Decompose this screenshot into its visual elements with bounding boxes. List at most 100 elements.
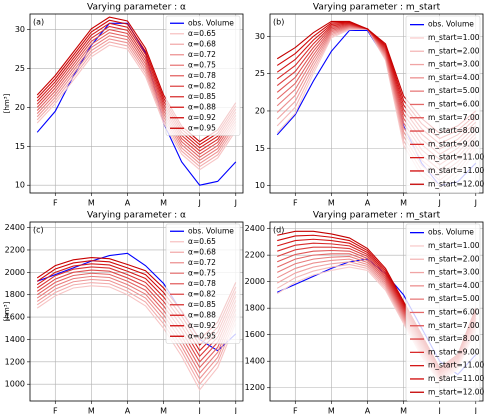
y-tick-label: 1600 [245,330,265,339]
y-tick-label: 2000 [245,277,265,286]
legend-label: α=0.65 [188,237,216,246]
x-tick-label: F [293,407,298,414]
y-tick-label: 2200 [245,251,265,260]
series-line [36,285,237,391]
legend-box [165,223,241,344]
legend-label: m_start=12.00 [428,179,485,188]
series-line [36,38,237,165]
legend-label: m_start=3.00 [428,268,480,277]
y-tick-label: 15 [255,144,265,153]
series-line [36,44,237,171]
x-tick-label: J [234,407,237,414]
legend-label: α=0.65 [188,29,216,38]
axes-title: Varying parameter : α [87,211,186,221]
x-tick-label: A [365,199,371,208]
legend-label: m_start=2.00 [428,254,480,263]
y-tick-label: 20 [255,106,265,115]
x-tick-label: J [234,199,237,208]
legend-label: m_start=4.00 [428,73,480,82]
axes-title: Varying parameter : m_start [313,211,441,221]
y-tick-label: 1200 [245,383,265,392]
legend-label: m_start=8.00 [428,334,480,343]
legend-label: m_start=2.00 [428,46,480,55]
legend-label: m_start=7.00 [428,113,480,122]
legend-label: m_start=3.00 [428,60,480,69]
legend-box [405,15,481,194]
series-line [36,269,237,363]
series-line [36,263,237,352]
series-line [36,16,237,143]
legend-label: m_start=8.00 [428,126,480,135]
legend-label: obs. Volume [428,20,474,29]
y-tick-label: 15 [15,142,25,151]
legend-label: m_start=11.00 [428,374,485,383]
x-tick-label: M [88,199,95,208]
legend-label: m_start=1.00 [428,241,480,250]
y-tick-label: 20 [15,103,25,112]
y-tick-label: 2400 [5,223,25,232]
y-tick-label: 1200 [5,357,25,366]
x-tick-label: F [293,199,298,208]
x-tick-label: A [365,407,371,414]
series-line [36,32,237,158]
y-tick-label: 30 [255,32,265,41]
x-tick-label: M [400,407,407,414]
legend-label: m_start=5.00 [428,86,480,95]
x-tick-label: M [160,407,167,414]
x-tick-label: A [125,199,131,208]
legend-box [165,15,241,136]
legend-label: m_start=12.00 [428,387,485,396]
y-tick-label: 2200 [5,245,25,254]
y-tick-label: 25 [15,64,25,73]
legend-label: m_start=7.00 [428,321,480,330]
legend-label: α=0.78 [188,279,216,288]
series-line [36,28,237,155]
axes-title: Varying parameter : α [87,3,186,13]
legend-box [405,223,481,402]
x-tick-label: M [160,199,167,208]
axes-frame [29,221,244,402]
panel-label: (a) [33,18,44,27]
y-tick-label: 1400 [5,335,25,344]
y-tick-label: 1800 [245,304,265,313]
panel-label: (c) [33,226,44,235]
legend-label: obs. Volume [428,228,474,237]
legend-label: m_start=6.00 [428,99,480,108]
x-tick-label: J [197,407,200,414]
legend-label: m_start=4.00 [428,281,480,290]
legend-label: α=0.68 [188,247,216,256]
legend-label: m_start=5.00 [428,294,480,303]
x-tick-label: M [328,407,335,414]
y-tick-label: 1000 [5,380,25,389]
legend-label: α=0.75 [188,268,216,277]
x-tick-label: M [88,407,95,414]
series-line [36,282,237,386]
series-line [36,272,237,369]
legend-label: α=0.88 [188,102,216,111]
x-tick-label: A [125,407,131,414]
series-line [36,41,237,168]
series-line [36,266,237,358]
legend-label: obs. Volume [188,18,234,27]
x-tick-label: J [197,199,200,208]
x-tick-label: J [474,407,477,414]
legend-label: α=0.85 [188,300,216,309]
x-tick-label: F [53,407,58,414]
legend-label: α=0.92 [188,321,216,330]
y-tick-label: 2400 [245,224,265,233]
y-tick-label: 1800 [5,290,25,299]
legend-label: α=0.92 [188,113,216,122]
axes-title: Varying parameter : m_start [313,3,441,13]
x-tick-label: M [328,199,335,208]
legend-label: m_start=11.00 [428,153,485,162]
x-tick-label: J [437,199,440,208]
legend-label: m_start=6.00 [428,307,480,316]
y-tick-label: 25 [255,69,265,78]
series-line [36,19,237,146]
x-tick-label: J [437,407,440,414]
y-tick-label: 10 [15,181,25,190]
y-tick-label: 2000 [5,268,25,277]
legend-label: m_start=9.00 [428,139,480,148]
legend-label: obs. Volume [188,226,234,235]
